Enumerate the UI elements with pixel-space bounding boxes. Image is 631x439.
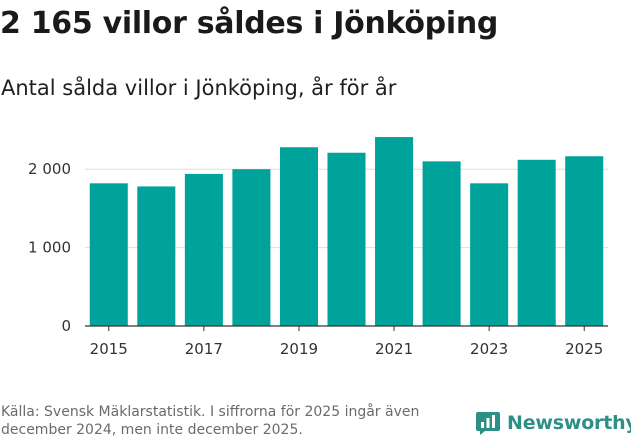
x-tick-label-2023: 2023 [470,340,508,358]
bar-2021 [375,137,414,326]
newsworthy-logo-icon [476,412,500,435]
x-tick-label-2017: 2017 [185,340,223,358]
x-axis-labels: 2015 2017 2019 2021 2023 2025 [90,340,604,358]
bar-2020 [327,152,366,326]
bar-2023 [470,183,509,326]
bar-2016 [137,186,176,326]
y-tick-label: 0 [61,317,71,335]
bar-2024 [517,159,556,326]
brand: Newsworthy [475,407,631,439]
chart-title: 2 165 villor såldes i Jönköping [0,6,499,41]
bar-2017 [184,173,223,326]
bar-chart: 0 1 000 2 000 2015 2017 2019 2021 2023 2025 [28,137,608,358]
bars [89,137,604,326]
y-tick-label: 1 000 [28,239,71,257]
brand-name: Newsworthy [507,412,631,434]
x-tick-label-2015: 2015 [90,340,128,358]
x-axis [85,325,608,331]
source-note: Källa: Svensk Mäklarstatistik. I siffror… [1,404,420,438]
y-axis-labels: 0 1 000 2 000 [28,160,71,335]
bar-2015 [89,183,128,326]
chart-subtitle: Antal sålda villor i Jönköping, år för å… [1,76,397,100]
bar-2025 [565,156,604,326]
x-tick-label-2021: 2021 [375,340,413,358]
x-tick-label-2019: 2019 [280,340,318,358]
bar-2018 [232,169,271,326]
bar-2022 [422,161,461,326]
y-tick-label: 2 000 [28,160,71,178]
bar-2019 [279,147,318,326]
x-tick-label-2025: 2025 [565,340,603,358]
